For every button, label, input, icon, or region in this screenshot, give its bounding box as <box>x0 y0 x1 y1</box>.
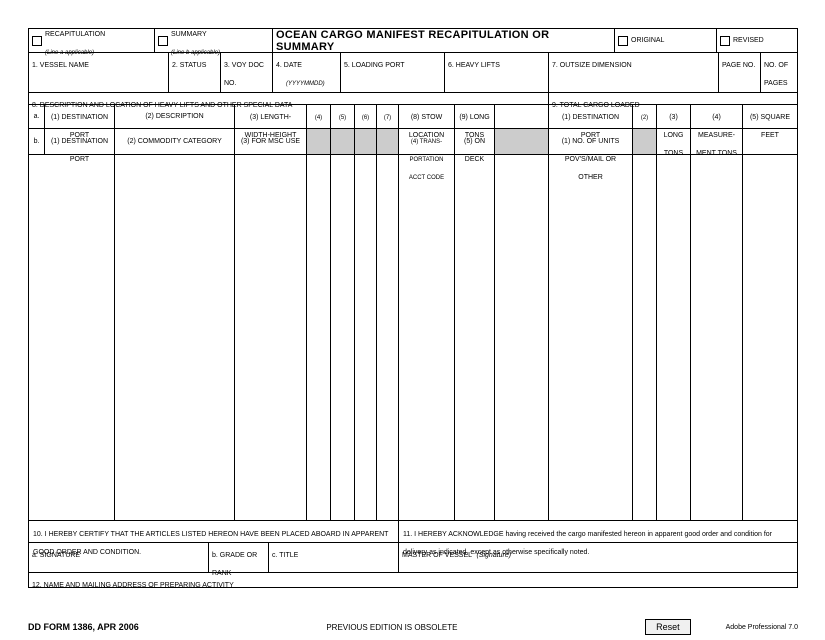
lbl-no-pages: NO. OF PAGES <box>764 62 788 87</box>
lbl-outsize: 7. OUTSIZE DIMENSION <box>552 62 632 69</box>
lbl-12: 12. NAME AND MAILING ADDRESS OF PREPARIN… <box>32 582 234 589</box>
row-signatures: a. SIGNATURE b. GRADE OR RANK c. TITLE M… <box>29 543 797 573</box>
row-fields-1-7: 1. VESSEL NAME 2. STATUS 3. VOY DOC NO. … <box>29 53 797 93</box>
original-label: ORIGINAL <box>631 37 664 45</box>
form-container: RECAPITULATION (Line a applicable) SUMMA… <box>28 28 798 588</box>
marker-b: b. <box>34 138 40 146</box>
sig-mov: MASTER OF VESSEL <box>402 552 472 559</box>
recap-label: RECAPITULATION <box>45 31 105 38</box>
original-checkbox[interactable] <box>618 36 628 46</box>
h-a-2: (2) DESCRIPTION <box>145 113 203 121</box>
row-top: RECAPITULATION (Line a applicable) SUMMA… <box>29 29 797 53</box>
footer: DD FORM 1386, APR 2006 PREVIOUS EDITION … <box>28 622 798 632</box>
lbl-voy-doc: 3. VOY DOC NO. <box>224 62 264 87</box>
row-headers-a: a. (1) DESTINATION PORT (2) DESCRIPTION … <box>29 105 797 129</box>
lbl-page-no: PAGE NO. <box>722 62 755 69</box>
sig-mov-sub: (Signature) <box>476 552 511 559</box>
reset-button[interactable]: Reset <box>645 619 691 635</box>
recap-checkbox[interactable] <box>32 36 42 46</box>
sig-a: a. SIGNATURE <box>32 552 80 559</box>
marker-a: a. <box>34 113 40 121</box>
row-12: 12. NAME AND MAILING ADDRESS OF PREPARIN… <box>29 573 797 587</box>
h-b-2: (2) COMMODITY CATEGORY <box>127 138 222 146</box>
h-b-3: (3) FOR MSC USE <box>241 138 300 146</box>
lbl-vessel-name: 1. VESSEL NAME <box>32 62 89 69</box>
row-certifications: 10. I HEREBY CERTIFY THAT THE ARTICLES L… <box>29 521 797 543</box>
form-title: OCEAN CARGO MANIFEST RECAPITULATION OR S… <box>276 29 611 53</box>
lbl-status: 2. STATUS <box>172 62 206 69</box>
adobe-version: Adobe Professional 7.0 <box>726 624 798 631</box>
lbl-loading-port: 5. LOADING PORT <box>344 62 405 69</box>
lbl-date: 4. DATE <box>276 62 302 69</box>
revised-checkbox[interactable] <box>720 36 730 46</box>
sig-c: c. TITLE <box>272 552 298 559</box>
obsolete-notice: PREVIOUS EDITION IS OBSOLETE <box>139 623 645 632</box>
lbl-heavy-lifts: 6. HEAVY LIFTS <box>448 62 500 69</box>
revised-label: REVISED <box>733 37 764 45</box>
summary-checkbox[interactable] <box>158 36 168 46</box>
lbl-date-sub: (YYYYMMDD) <box>286 81 325 87</box>
summary-label: SUMMARY <box>171 31 207 38</box>
row-headers-b: b. (1) DESTINATION PORT (2) COMMODITY CA… <box>29 129 797 155</box>
row-sections-8-9: 8. DESCRIPTION AND LOCATION OF HEAVY LIF… <box>29 93 797 105</box>
form-id: DD FORM 1386, APR 2006 <box>28 622 139 632</box>
data-rows-area[interactable] <box>29 155 797 521</box>
